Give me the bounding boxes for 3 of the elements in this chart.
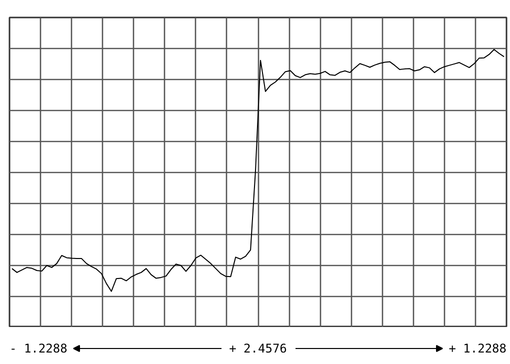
text: + 1.2288 — [448, 342, 506, 356]
text: - 1.2288 — [10, 342, 68, 356]
text: + 2.4576 — [229, 342, 287, 356]
